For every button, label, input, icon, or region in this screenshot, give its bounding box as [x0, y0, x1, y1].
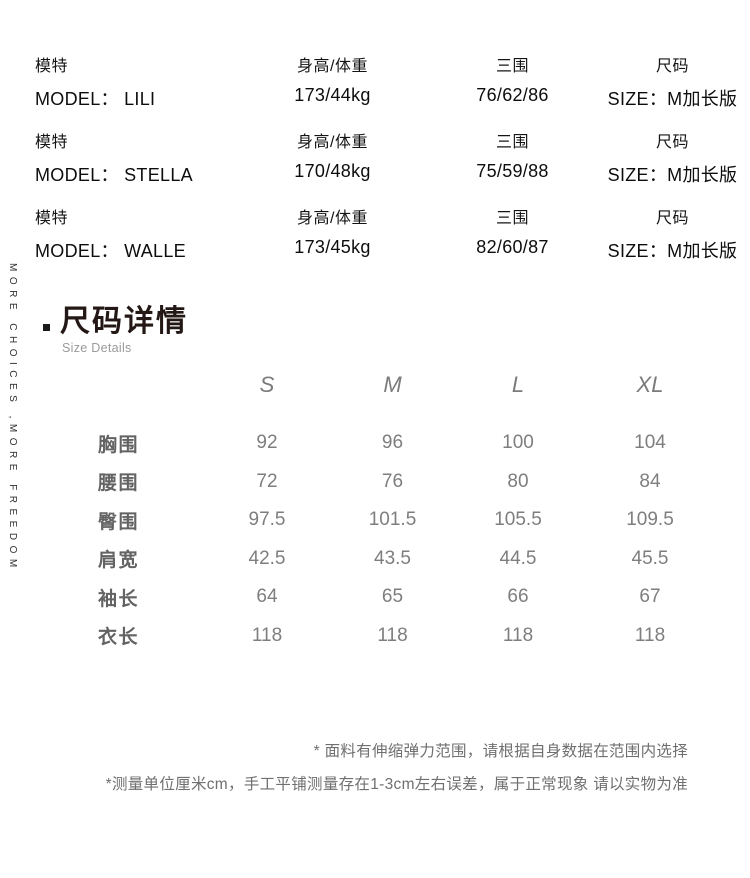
bwh-label-cn: 三围 [495, 210, 529, 227]
size-col-s: S [259, 372, 275, 397]
row-label: 臀围 [98, 511, 140, 533]
bwh-label-cn: 三围 [495, 58, 529, 75]
model-bwh-cell: 三围 76/62/86 [420, 52, 605, 111]
fabric-stretch-note: * 面料有伸缩弹力范围，请根据自身数据在范围内选择 [313, 743, 688, 760]
bwh-value: 76/62/86 [476, 85, 549, 105]
row-label: 袖长 [98, 588, 140, 610]
height-value: 170/48kg [294, 161, 371, 181]
model-label-cn: 模特 [35, 134, 69, 151]
size-value: SIZE：M加长版 [607, 241, 738, 261]
row-label: 衣长 [98, 627, 140, 649]
cell-value: 45.5 [631, 547, 669, 569]
model-name: MODEL： STELLA [35, 165, 193, 185]
model-size-cell: 尺码 SIZE：M加长版 [605, 204, 740, 263]
cell-value: 72 [256, 470, 278, 492]
table-row-sleeve: 袖长 64 65 66 67 [98, 578, 719, 617]
cell-value: 92 [256, 432, 278, 454]
cell-value: 118 [251, 624, 283, 646]
model-height-cell: 身高/体重 170/48kg [245, 128, 420, 187]
model-name: MODEL： WALLE [35, 241, 186, 261]
cell-value: 67 [639, 586, 661, 608]
size-label-cn: 尺码 [655, 134, 689, 151]
model-height-cell: 身高/体重 173/44kg [245, 52, 420, 111]
cell-value: 65 [381, 586, 404, 608]
model-name-cell: 模特 MODEL： WALLE [35, 204, 245, 263]
table-row-hip: 臀围 97.5 101.5 105.5 109.5 [98, 501, 719, 540]
size-chart-header-row: S M L XL [98, 372, 719, 398]
height-label-cn: 身高/体重 [297, 134, 368, 151]
cell-value: 109.5 [626, 509, 674, 531]
cell-value: 118 [377, 624, 408, 646]
size-chart-body: 胸围 92 96 100 104 腰围 72 76 80 84 臀围 97.5 … [98, 424, 719, 655]
height-label-cn: 身高/体重 [297, 210, 368, 227]
cell-value: 76 [381, 470, 404, 492]
table-row-length: 衣长 118 118 118 118 [98, 617, 719, 656]
row-label: 腰围 [98, 473, 140, 495]
cell-value: 96 [381, 432, 404, 454]
size-value: SIZE：M加长版 [607, 89, 738, 109]
cell-value: 66 [507, 586, 529, 608]
table-row-bust: 胸围 92 96 100 104 [98, 424, 719, 463]
bwh-label-cn: 三围 [495, 134, 529, 151]
size-col-m: M [383, 372, 402, 397]
model-name-cell: 模特 MODEL： STELLA [35, 128, 245, 187]
size-label-cn: 尺码 [655, 210, 689, 227]
model-name-cell: 模特 MODEL： LILI [35, 52, 245, 111]
cell-value: 84 [639, 470, 661, 492]
bwh-value: 75/59/88 [476, 161, 549, 181]
table-row-waist: 腰围 72 76 80 84 [98, 463, 719, 502]
row-label: 胸围 [98, 434, 140, 456]
cell-value: 118 [634, 624, 666, 646]
cell-value: 100 [502, 432, 534, 454]
cell-value: 97.5 [248, 509, 286, 531]
size-details-header: 尺码详情 Size Details [43, 305, 188, 355]
model-label-cn: 模特 [35, 58, 69, 75]
table-row-shoulder: 肩宽 42.5 43.5 44.5 45.5 [98, 540, 719, 579]
model-size-cell: 尺码 SIZE：M加长版 [605, 52, 740, 111]
model-row-lili: 模特 MODEL： LILI 身高/体重 173/44kg 三围 76/62/8… [35, 52, 740, 111]
cell-value: 44.5 [499, 547, 537, 569]
size-col-spacer [98, 372, 204, 398]
size-col-xl: XL [636, 372, 664, 397]
size-label-cn: 尺码 [655, 58, 689, 75]
model-row-walle: 模特 MODEL： WALLE 身高/体重 173/45kg 三围 82/60/… [35, 204, 740, 263]
square-bullet-icon [43, 324, 50, 331]
measurement-tolerance-note: *测量单位厘米cm，手工平铺测量存在1-3cm左右误差，属于正常现象 请以实物为… [105, 776, 688, 793]
model-size-cell: 尺码 SIZE：M加长版 [605, 128, 740, 187]
section-subtitle: Size Details [62, 341, 132, 355]
cell-value: 105.5 [494, 509, 542, 531]
cell-value: 43.5 [374, 547, 411, 569]
cell-value: 118 [502, 624, 534, 646]
bwh-value: 82/60/87 [476, 237, 549, 257]
cell-value: 42.5 [248, 547, 286, 569]
cell-value: 64 [256, 586, 278, 608]
size-col-l: L [511, 372, 525, 397]
section-title: 尺码详情 [60, 305, 188, 338]
cell-value: 80 [507, 470, 529, 492]
model-name: MODEL： LILI [35, 89, 156, 109]
size-value: SIZE：M加长版 [607, 165, 738, 185]
model-label-cn: 模特 [35, 210, 69, 227]
model-height-cell: 身高/体重 173/45kg [245, 204, 420, 263]
cell-value: 101.5 [368, 509, 417, 531]
height-label-cn: 身高/体重 [297, 58, 368, 75]
vertical-slogan: MORE CHOICES ,MORE FREEDOM [7, 263, 18, 573]
cell-value: 104 [634, 432, 666, 454]
model-info-table: 模特 MODEL： LILI 身高/体重 173/44kg 三围 76/62/8… [35, 52, 740, 263]
model-bwh-cell: 三围 75/59/88 [420, 128, 605, 187]
row-label: 肩宽 [98, 550, 140, 572]
size-chart-table: S M L XL 胸围 92 96 100 104 腰围 72 76 80 84… [98, 372, 719, 655]
model-row-stella: 模特 MODEL： STELLA 身高/体重 170/48kg 三围 75/59… [35, 128, 740, 187]
model-bwh-cell: 三围 82/60/87 [420, 204, 605, 263]
height-value: 173/45kg [294, 237, 371, 257]
height-value: 173/44kg [294, 85, 371, 105]
